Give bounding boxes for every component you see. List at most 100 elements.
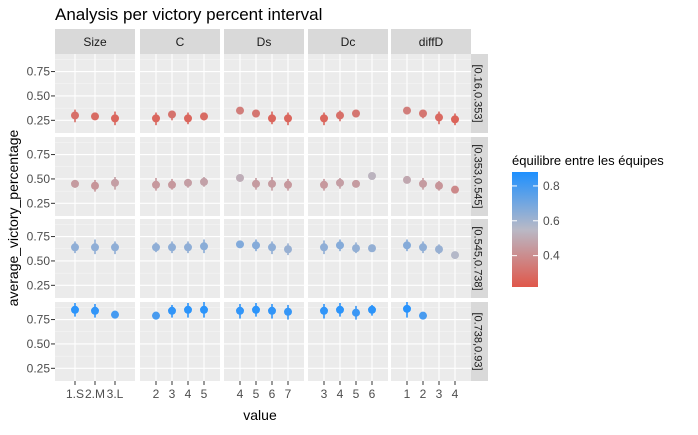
panel-bg <box>308 137 388 216</box>
y-tick-label: 0.50 <box>27 337 51 351</box>
panel-bg <box>140 219 220 298</box>
data-point <box>71 305 79 314</box>
data-point <box>252 109 260 118</box>
data-point <box>200 112 208 121</box>
data-point <box>91 243 99 252</box>
facet-label-c: C <box>176 35 185 49</box>
y-tick-label: 0.25 <box>27 196 51 210</box>
x-tick-label: 5 <box>253 387 260 401</box>
x-tick-label: 4 <box>185 387 192 401</box>
data-point <box>152 243 160 252</box>
y-tick-label: 0.50 <box>27 254 51 268</box>
panel-bg <box>224 54 304 133</box>
data-point <box>435 181 443 190</box>
data-point <box>168 110 176 119</box>
data-point <box>168 306 176 315</box>
data-point <box>352 179 360 188</box>
data-point <box>284 180 292 189</box>
data-point <box>320 114 328 123</box>
facet-label-size: Size <box>83 35 107 49</box>
legend-tick-label: 0.8 <box>543 179 560 193</box>
panel-bg <box>391 137 471 216</box>
row-strip-3 <box>467 302 488 381</box>
panel-bg <box>308 219 388 298</box>
data-point <box>184 178 192 187</box>
data-point <box>451 251 459 260</box>
panel-bg <box>391 54 471 133</box>
data-point <box>268 306 276 315</box>
data-point <box>200 242 208 251</box>
data-point <box>435 113 443 122</box>
data-point <box>284 307 292 316</box>
data-point <box>184 114 192 123</box>
data-point <box>320 180 328 189</box>
x-tick-label: 2.M <box>85 387 105 401</box>
data-point <box>368 305 376 314</box>
x-tick-label: 4 <box>452 387 459 401</box>
data-point <box>403 241 411 250</box>
data-point <box>419 243 427 252</box>
data-point <box>91 112 99 121</box>
data-point <box>184 305 192 314</box>
row-label-1: [0.353,0.545] <box>472 144 484 208</box>
panel-bg <box>308 302 388 381</box>
data-point <box>252 241 260 250</box>
x-tick-label: 2 <box>420 387 427 401</box>
x-tick-label: 3 <box>169 387 176 401</box>
x-tick-label: 7 <box>285 387 292 401</box>
data-point <box>419 311 427 320</box>
data-point <box>236 106 244 115</box>
y-tick-label: 0.25 <box>27 361 51 375</box>
data-point <box>403 304 411 313</box>
data-point <box>368 172 376 181</box>
x-tick-label: 3.L <box>107 387 124 401</box>
data-point <box>336 178 344 187</box>
data-point <box>71 243 79 252</box>
x-tick-label: 6 <box>269 387 276 401</box>
facet-strip-size <box>55 29 135 54</box>
data-point <box>451 115 459 124</box>
row-label-3: [0.738,0.93] <box>472 312 484 370</box>
data-point <box>352 244 360 253</box>
y-tick-label: 0.75 <box>27 313 51 327</box>
y-axis-title: average_victory_percentage <box>5 129 21 306</box>
x-tick-label: 1.S <box>66 387 84 401</box>
data-point <box>352 308 360 317</box>
data-point <box>451 185 459 194</box>
row-label-0: [0.16,0.353] <box>472 64 484 122</box>
panel-bg <box>140 302 220 381</box>
x-tick-label: 2 <box>153 387 160 401</box>
legend-tick-label: 0.6 <box>543 214 560 228</box>
data-point <box>268 179 276 188</box>
x-tick-label: 6 <box>369 387 376 401</box>
y-tick-label: 0.25 <box>27 278 51 292</box>
data-point <box>252 179 260 188</box>
panel-bg <box>391 219 471 298</box>
facet-strip-c <box>140 29 220 54</box>
data-point <box>71 111 79 120</box>
legend-title: équilibre entre les équipes <box>512 153 664 168</box>
data-point <box>111 114 119 123</box>
x-tick-label: 4 <box>237 387 244 401</box>
row-strip-1 <box>467 137 488 216</box>
panel-bg <box>140 137 220 216</box>
data-point <box>91 181 99 190</box>
data-point <box>152 114 160 123</box>
data-point <box>336 111 344 120</box>
panel-bg <box>140 54 220 133</box>
row-label-2: [0.545,0.738] <box>472 226 484 290</box>
data-point <box>168 180 176 189</box>
data-point <box>368 244 376 253</box>
x-tick-label: 3 <box>436 387 443 401</box>
data-point <box>320 306 328 315</box>
data-point <box>268 114 276 123</box>
data-point <box>111 243 119 252</box>
panel-bg <box>224 137 304 216</box>
data-point <box>403 175 411 184</box>
data-point <box>236 240 244 249</box>
y-tick-label: 0.25 <box>27 113 51 127</box>
legend-tick-label: 0.4 <box>543 249 560 263</box>
data-point <box>111 178 119 187</box>
y-tick-label: 0.50 <box>27 172 51 186</box>
